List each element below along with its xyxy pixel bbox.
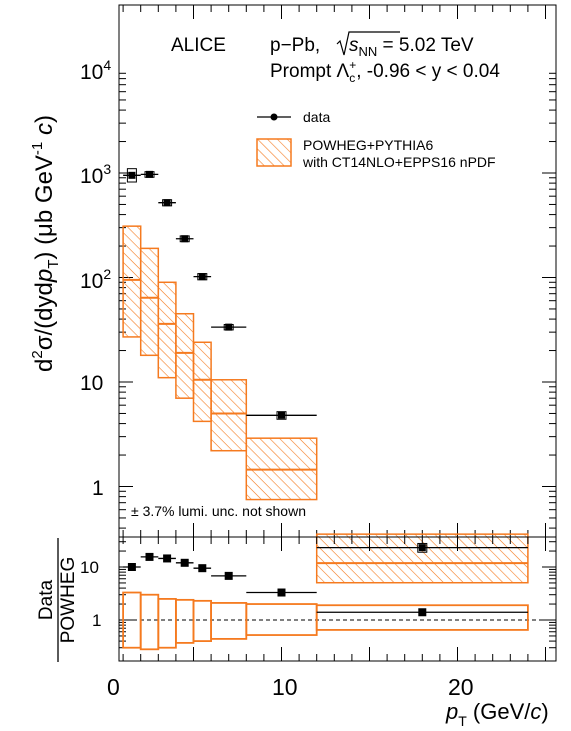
top-axis-ticks [119,5,556,537]
model-band [210,379,248,452]
legend-data-label: data [303,109,330,125]
ratio-model-band [210,602,248,640]
ratio-y-tick-10: 10 [80,558,99,577]
x-axis-title: pT (GeV/c) [445,699,549,729]
y-tick-label-10e2: 102 [80,266,111,293]
model-band [192,341,212,423]
ratio-data-marker [145,552,154,561]
y-axis-title: d2σ/(dydpT) (μb GeV-1 c) [29,115,62,372]
ratio-data-marker [224,571,233,580]
ratio-y-title-bottom: POWHEG [58,557,79,644]
y-tick-label-10: 10 [80,372,103,395]
ratio-data-marker [198,564,207,573]
data-marker [225,323,233,331]
legend-model-line1: POWHEG+PYTHIA6 [303,137,434,153]
data-marker [278,411,285,419]
ratio-data-points [123,552,528,617]
model-band [122,225,142,338]
y-tick-label-10e3: 103 [80,161,111,188]
lumi-note: ± 3.7% lumi. unc. not shown [131,503,306,519]
prompt-label: Prompt Λc+, -0.96 < y < 0.04 [270,58,500,85]
data-syst-box [126,168,137,183]
ratio-data-marker [127,563,136,571]
energy-label: sNN = 5.02 TeV [349,35,474,59]
legend-model-line2: with CT14NLO+EPPS16 nPDF [302,154,496,170]
data-marker [146,170,153,178]
y-tick-label-10e4: 104 [80,57,111,84]
x-tick-label-10: 10 [272,674,298,700]
ratio-model-band [157,598,177,649]
system-label: p−Pb, [270,35,320,56]
data-syst-box [276,411,287,420]
model-band [139,247,160,357]
legend: data POWHEG+PYTHIA6 with CT14NLO+EPPS16 … [256,109,496,170]
ratio-data-marker [180,558,189,567]
ratio-y-tick-1: 1 [92,611,101,630]
model-bands [122,225,529,584]
y-tick-label-1: 1 [92,477,104,500]
x-tick-label-0: 0 [107,674,120,700]
ratio-data-marker [163,554,172,563]
ratio-model-band [139,593,160,651]
data-marker [128,171,136,179]
sqrt-sign [336,31,400,56]
data-marker [198,273,206,281]
ratio-model-bands [122,591,529,651]
model-band [175,312,195,399]
data-marker [418,544,426,552]
ratio-y-title-top: Data [36,580,57,621]
model-band [157,281,177,379]
ratio-data-marker [418,608,427,617]
ratio-data-marker [277,588,286,597]
data-points [123,168,528,553]
data-marker [181,235,189,243]
ratio-y-axis-title: Data POWHEG [36,538,79,662]
ratio-model-band [315,604,529,631]
ratio-panel-frame [118,536,557,662]
x-tick-label-20: 20 [448,674,474,700]
ratio-model-band [192,599,213,642]
top-panel-frame [118,4,557,538]
experiment-label: ALICE [171,35,226,56]
data-marker [163,199,171,207]
ratio-model-band [174,598,195,644]
